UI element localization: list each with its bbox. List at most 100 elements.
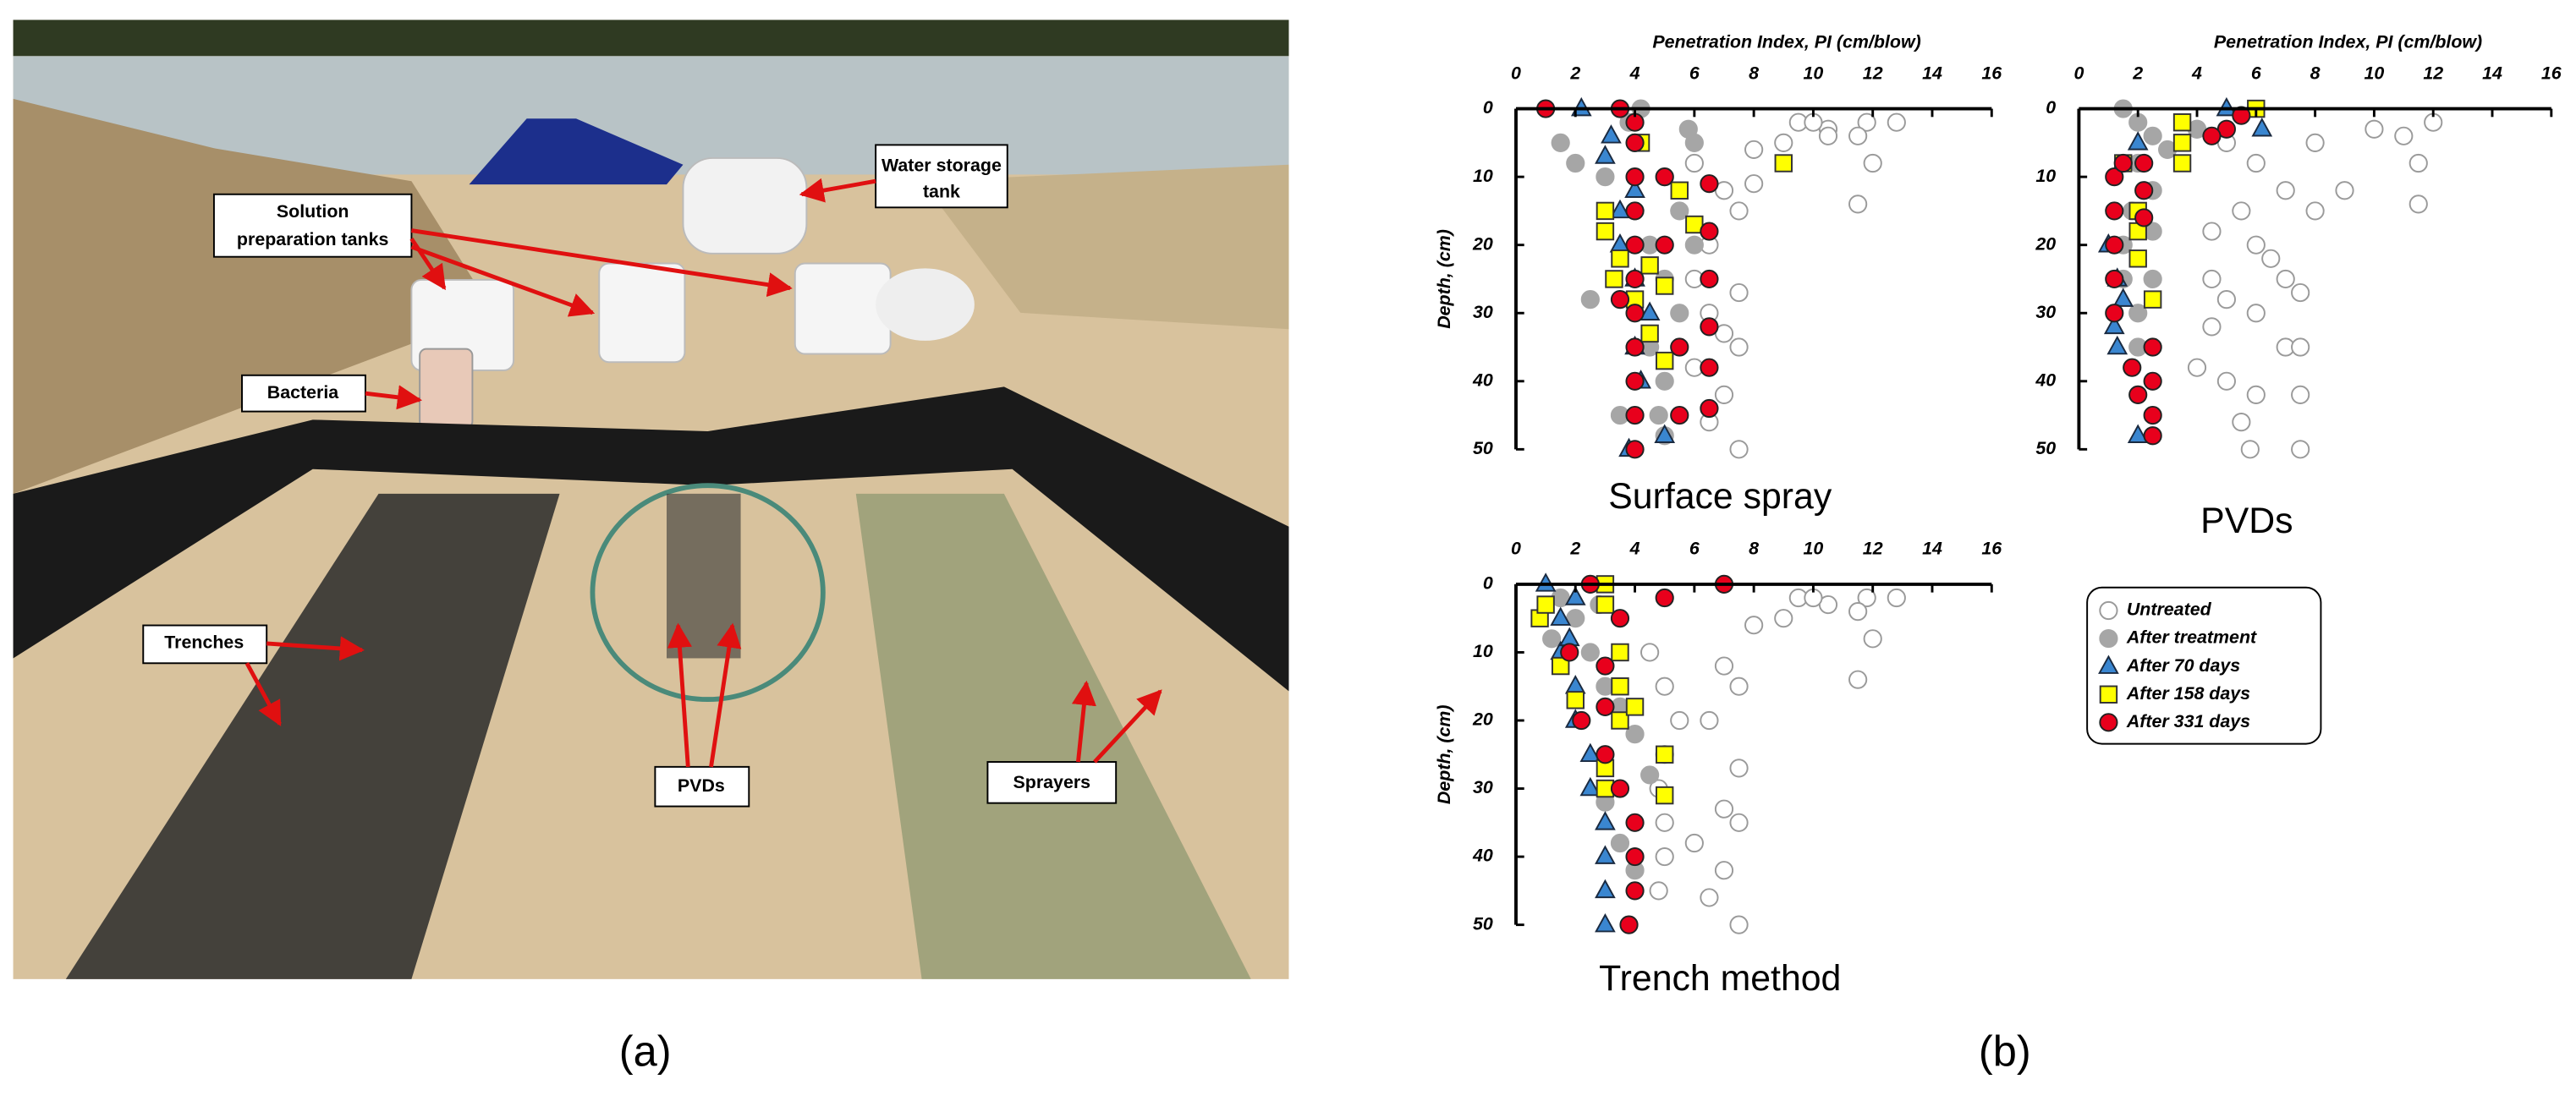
point — [2202, 317, 2222, 337]
point — [1670, 181, 1689, 200]
point — [2202, 269, 2222, 289]
y-tick-label: 10 — [1473, 641, 1493, 661]
point — [1625, 371, 1645, 391]
arrow — [799, 178, 876, 203]
legend-marker — [2098, 655, 2119, 674]
point — [1700, 398, 1719, 419]
x-tick-label: 6 — [1689, 63, 1700, 83]
chart-title: Surface spray — [1608, 476, 1832, 517]
point — [1550, 606, 1572, 626]
point — [2240, 440, 2260, 459]
point — [1640, 643, 1660, 662]
x-tick-label: 8 — [2310, 63, 2321, 83]
point — [2127, 424, 2149, 443]
x-tick-label: 4 — [1629, 539, 1640, 559]
point — [2105, 235, 2124, 255]
point — [1714, 656, 1734, 676]
y-tick-label: 40 — [2035, 370, 2056, 390]
point — [2216, 290, 2236, 309]
y-tick-label: 30 — [2035, 302, 2056, 322]
legend-label: After treatment — [2126, 627, 2257, 648]
photo-label: PVDs — [678, 775, 725, 796]
photo-label: Bacteria — [267, 382, 340, 403]
point — [2246, 304, 2266, 323]
point — [2305, 133, 2325, 152]
x-tick-label: 10 — [1804, 63, 1824, 83]
point — [1857, 588, 1876, 608]
point — [1714, 799, 1734, 819]
y-tick-label: 30 — [1473, 302, 1493, 322]
point — [2408, 194, 2428, 214]
point — [1595, 879, 1616, 899]
arrow — [266, 636, 365, 661]
point — [1655, 847, 1674, 867]
point — [1596, 697, 1615, 716]
y-tick-label: 0 — [2046, 97, 2056, 118]
point — [1700, 269, 1719, 289]
point — [1625, 201, 1645, 221]
point — [1744, 140, 1764, 160]
point — [1729, 759, 1749, 778]
point — [1700, 317, 1719, 337]
photo-trenches — [65, 493, 560, 979]
point — [1580, 290, 1600, 309]
point — [1625, 405, 1645, 425]
point — [1863, 153, 1882, 173]
y-axis-title: Depth, (cm) — [1434, 704, 1454, 804]
x-tick-label: 12 — [2423, 63, 2443, 83]
y-axis-title: Depth, (cm) — [1434, 229, 1454, 329]
point — [1640, 256, 1659, 275]
point — [2291, 337, 2310, 357]
point — [1700, 174, 1719, 194]
y-tick-label: 10 — [1473, 166, 1493, 186]
point — [1605, 270, 1623, 288]
point — [1639, 301, 1661, 320]
point — [2291, 440, 2310, 459]
photo-storage-tank — [682, 156, 808, 255]
point — [1774, 133, 1793, 152]
y-tick-label: 20 — [1472, 233, 1493, 254]
point — [1625, 133, 1645, 152]
point — [1572, 710, 1591, 731]
point — [1887, 588, 1906, 608]
point — [2305, 201, 2325, 221]
x-tick-label: 16 — [1981, 63, 2002, 83]
point — [1625, 813, 1645, 832]
point — [1655, 786, 1674, 805]
legend-label: After 331 days — [2126, 711, 2250, 731]
x-tick-label: 14 — [1922, 63, 1942, 83]
point — [1655, 371, 1674, 391]
y-tick-label: 10 — [2035, 166, 2056, 186]
point — [2134, 208, 2154, 227]
x-tick-label: 8 — [1749, 63, 1759, 83]
x-tick-label: 14 — [2482, 63, 2502, 83]
x-tick-label: 0 — [2073, 63, 2084, 83]
label-box — [241, 374, 366, 413]
point — [1729, 813, 1749, 832]
point — [1610, 779, 1630, 798]
point — [1714, 385, 1734, 404]
point — [2251, 118, 2273, 137]
point — [2291, 385, 2310, 404]
legend-marker — [2099, 685, 2118, 704]
point — [2232, 413, 2251, 432]
point — [2187, 358, 2207, 377]
point — [1848, 602, 1868, 622]
point — [1611, 711, 1629, 730]
legend-box — [2086, 586, 2322, 745]
x-tick-label: 10 — [1804, 539, 1824, 559]
x-tick-label: 0 — [1511, 63, 1521, 83]
x-tick-label: 4 — [2191, 63, 2202, 83]
point — [1625, 725, 1645, 744]
point — [1595, 811, 1616, 830]
label-box — [142, 624, 268, 665]
point — [1700, 358, 1719, 377]
arrow — [411, 228, 793, 298]
arrow — [1071, 680, 1096, 763]
photo-label: preparation tanks — [237, 229, 389, 249]
x-tick-label: 16 — [2541, 63, 2562, 83]
point — [1729, 201, 1749, 221]
point — [1625, 167, 1645, 187]
point — [1564, 586, 1586, 605]
